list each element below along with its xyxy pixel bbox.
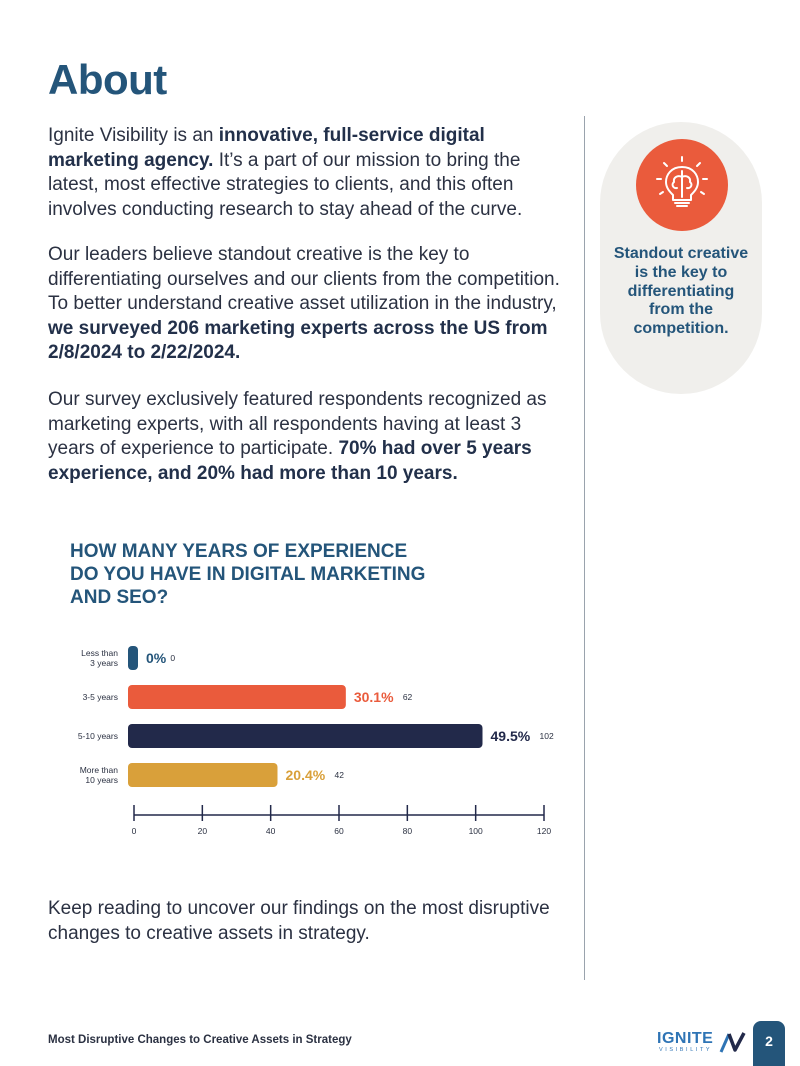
survey-paragraph: Our leaders believe standout creative is… <box>48 243 568 366</box>
category-label: 5-10 years <box>78 731 118 741</box>
respondents-emphasis: 70% had over 5 years experience, and 20%… <box>48 438 532 484</box>
x-tick-label: 0 <box>132 826 137 836</box>
logo-sub: VISIBILITY <box>659 1047 713 1053</box>
footer-title: Most Disruptive Changes to Creative Asse… <box>48 1034 352 1046</box>
chart-title-text: HOW MANY YEARS OF EXPERIENCE DO YOU HAVE… <box>70 541 426 608</box>
intro-emphasis: innovative, full-service digital marketi… <box>48 125 485 171</box>
intro-text-end: It’s a part of our mission to bring the … <box>48 149 523 220</box>
experience-bar-chart: Less than 3 years 0% 03-5 years 30.1% 625-10 … <box>78 646 554 836</box>
ignite-visibility-logo: IGNITE VISIBILITY <box>657 1030 749 1056</box>
category-label: More than 10 years <box>80 765 119 785</box>
count-label: 0 <box>170 653 175 663</box>
category-label: 3-5 years <box>83 692 118 702</box>
closing-paragraph: Keep reading to uncover our findings on … <box>48 898 550 944</box>
x-tick-label: 100 <box>469 826 483 836</box>
page-number: 2 <box>753 1021 785 1066</box>
survey-text: Our leaders believe standout creative is… <box>48 244 560 314</box>
percent-label: 49.5% <box>491 728 531 744</box>
survey-emphasis: we surveyed 206 marketing experts across… <box>48 317 548 364</box>
respondents-paragraph: Our survey exclusively featured responde… <box>48 388 568 486</box>
percent-label: 20.4% <box>286 767 326 783</box>
percent-label: 30.1% <box>354 689 394 705</box>
count-label: 42 <box>335 770 345 780</box>
chart-bar <box>128 763 278 787</box>
page-title: About <box>48 56 167 103</box>
intro-paragraph: Ignite Visibility is an innovative, full… <box>48 124 568 222</box>
count-label: 62 <box>403 692 413 702</box>
x-tick-label: 20 <box>198 826 208 836</box>
brain-lightbulb-icon <box>636 139 728 231</box>
logo-mark-icon <box>719 1032 746 1053</box>
callout-text: Standout creative is the key to differen… <box>613 245 749 338</box>
intro-text: Ignite Visibility is an <box>48 125 219 146</box>
chart-bar <box>128 724 483 748</box>
x-tick-label: 120 <box>537 826 551 836</box>
chart-bar <box>128 685 346 709</box>
x-tick-label: 40 <box>266 826 276 836</box>
column-divider <box>584 116 585 980</box>
count-label: 102 <box>540 731 554 741</box>
x-tick-label: 80 <box>403 826 413 836</box>
chart-title: HOW MANY YEARS OF EXPERIENCE DO YOU HAVE… <box>70 540 430 609</box>
respondents-text: Our survey exclusively featured responde… <box>48 389 547 459</box>
percent-label: 0% <box>146 650 167 666</box>
category-label: Less than 3 years <box>81 648 118 668</box>
chart-bar <box>128 646 138 670</box>
x-tick-label: 60 <box>334 826 344 836</box>
logo-word: IGNITE <box>657 1030 714 1047</box>
